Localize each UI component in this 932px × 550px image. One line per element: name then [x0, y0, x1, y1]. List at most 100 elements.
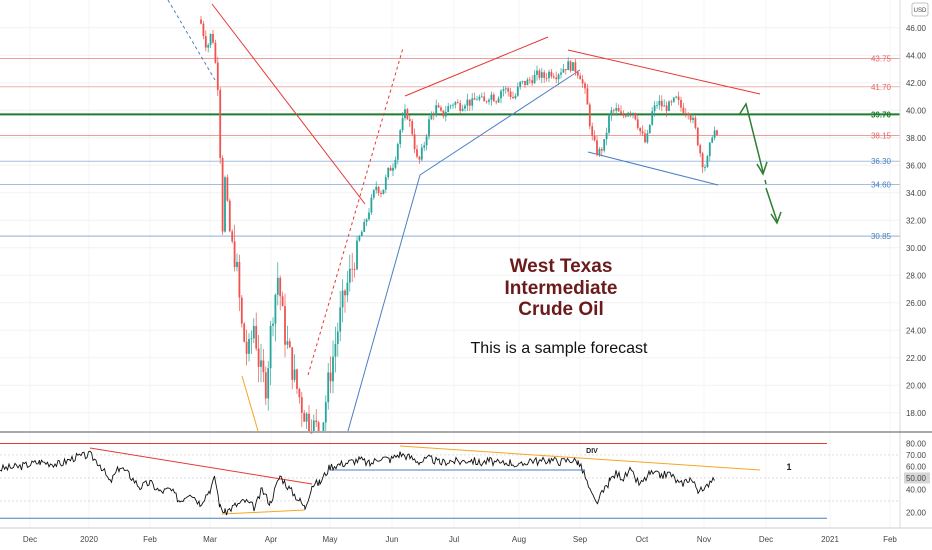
- candle-body: [605, 132, 608, 140]
- candle-body: [317, 422, 320, 431]
- candle-body: [432, 113, 435, 115]
- candle-body: [708, 142, 711, 157]
- candle-body: [632, 112, 634, 115]
- price-axis[interactable]: 46.00 44.00 42.00 40.00 38.00 36.00 34.00 32.00…: [899, 0, 927, 528]
- candle-body: [680, 100, 682, 108]
- candle-body: [200, 19, 202, 24]
- candle-body: [360, 231, 363, 236]
- candle-body: [545, 77, 548, 79]
- candle-body: [612, 110, 615, 112]
- candle-body: [627, 112, 630, 117]
- title-line-3: Crude Oil: [518, 299, 604, 320]
- title-line-1: West Texas: [510, 256, 613, 277]
- trendline-resistance-channel-red: [404, 36, 549, 97]
- candle-body: [591, 126, 594, 136]
- candle-body: [552, 76, 555, 78]
- candle-body: [236, 261, 238, 268]
- price-tick-label: 32.00: [906, 216, 927, 225]
- candle-body: [471, 98, 474, 106]
- indicator-current-badge: [904, 472, 930, 484]
- price-tick-label: 20.00: [906, 381, 927, 390]
- candle-body: [516, 86, 519, 96]
- indicator-tick-label: 40.00: [906, 485, 927, 494]
- candle-body: [442, 110, 445, 117]
- forecast-arrow-dashed: [764, 179, 767, 185]
- candle-body: [269, 325, 272, 369]
- candle-body: [454, 102, 457, 105]
- candle-body: [569, 61, 572, 71]
- candle-body: [519, 81, 522, 87]
- candle-body: [310, 432, 313, 434]
- candles: [200, 16, 718, 434]
- candle-body: [358, 235, 361, 241]
- candle-body: [670, 101, 673, 103]
- candle-body: [656, 105, 658, 107]
- candle-body: [682, 107, 685, 114]
- indicator-tick-label: 70.00: [906, 451, 927, 460]
- ind-trend-orange-top: [399, 445, 761, 471]
- candle-body: [660, 100, 663, 107]
- candle-body: [579, 75, 582, 80]
- candle-body: [557, 74, 560, 80]
- candle-body: [576, 71, 579, 76]
- candle-body: [648, 124, 651, 134]
- candle-body: [641, 131, 644, 134]
- candle-body: [560, 72, 562, 75]
- candle-body: [305, 413, 308, 422]
- candle-body: [356, 240, 358, 270]
- indicator-trendlines: [89, 445, 761, 515]
- candle-body: [536, 70, 538, 75]
- candle-body: [204, 36, 207, 48]
- price-tick-label: 28.00: [906, 271, 927, 280]
- candle-body: [562, 69, 565, 73]
- candle-body: [219, 89, 222, 159]
- candle-body: [281, 296, 284, 307]
- candle-body: [624, 115, 627, 117]
- trendline-early-blue-dashed: [167, 0, 216, 81]
- candle-body: [521, 80, 524, 82]
- candle-body: [596, 140, 598, 155]
- currency-badge-box: [911, 2, 929, 17]
- time-tick-label: Sep: [573, 535, 588, 544]
- time-tick-label: Feb: [143, 535, 157, 544]
- candle-body: [240, 297, 243, 324]
- candle-body: [639, 127, 642, 132]
- time-axis[interactable]: Dec 2020 Feb Mar Apr May Jun Jul Aug Sep Oct Nov Dec…: [23, 535, 898, 544]
- forecast-arrow-lower: [765, 187, 778, 222]
- candle-body: [408, 119, 411, 122]
- candle-body: [288, 341, 291, 348]
- candle-body: [653, 105, 656, 112]
- candle-body: [216, 62, 219, 90]
- candle-body: [212, 33, 214, 43]
- forecast-arrowhead-1: [756, 161, 768, 176]
- candle-body: [644, 133, 646, 143]
- candle-body: [603, 139, 606, 151]
- time-tick-label: Aug: [512, 535, 526, 544]
- time-tick-label: Jul: [449, 535, 459, 544]
- candle-body: [264, 372, 267, 399]
- candle-body: [504, 88, 507, 90]
- time-tick-label: May: [322, 535, 337, 544]
- level-label: 38.15: [871, 132, 892, 141]
- candle-body: [694, 117, 697, 128]
- candle-body: [574, 62, 577, 72]
- indicator-tick-label: 60.00: [906, 462, 927, 471]
- indicator-current-label: 50.00: [906, 474, 927, 483]
- candle-body: [298, 388, 301, 398]
- trendline-top-red: [567, 49, 761, 95]
- candle-body: [260, 360, 262, 367]
- horizontal-levels: 43.75 41.70 39.70 38.15 36.30 34.60 30.85: [0, 55, 900, 241]
- candle-body: [387, 167, 390, 178]
- candle-body: [699, 145, 702, 154]
- price-tick-label: 26.00: [906, 299, 927, 308]
- candle-body: [550, 71, 553, 77]
- candle-body: [598, 149, 601, 155]
- level-label: 43.75: [871, 55, 892, 64]
- candle-body: [524, 80, 526, 86]
- price-tick-label: 42.00: [906, 79, 927, 88]
- candle-body: [629, 112, 632, 115]
- candle-body: [339, 307, 342, 332]
- candle-body: [365, 219, 368, 222]
